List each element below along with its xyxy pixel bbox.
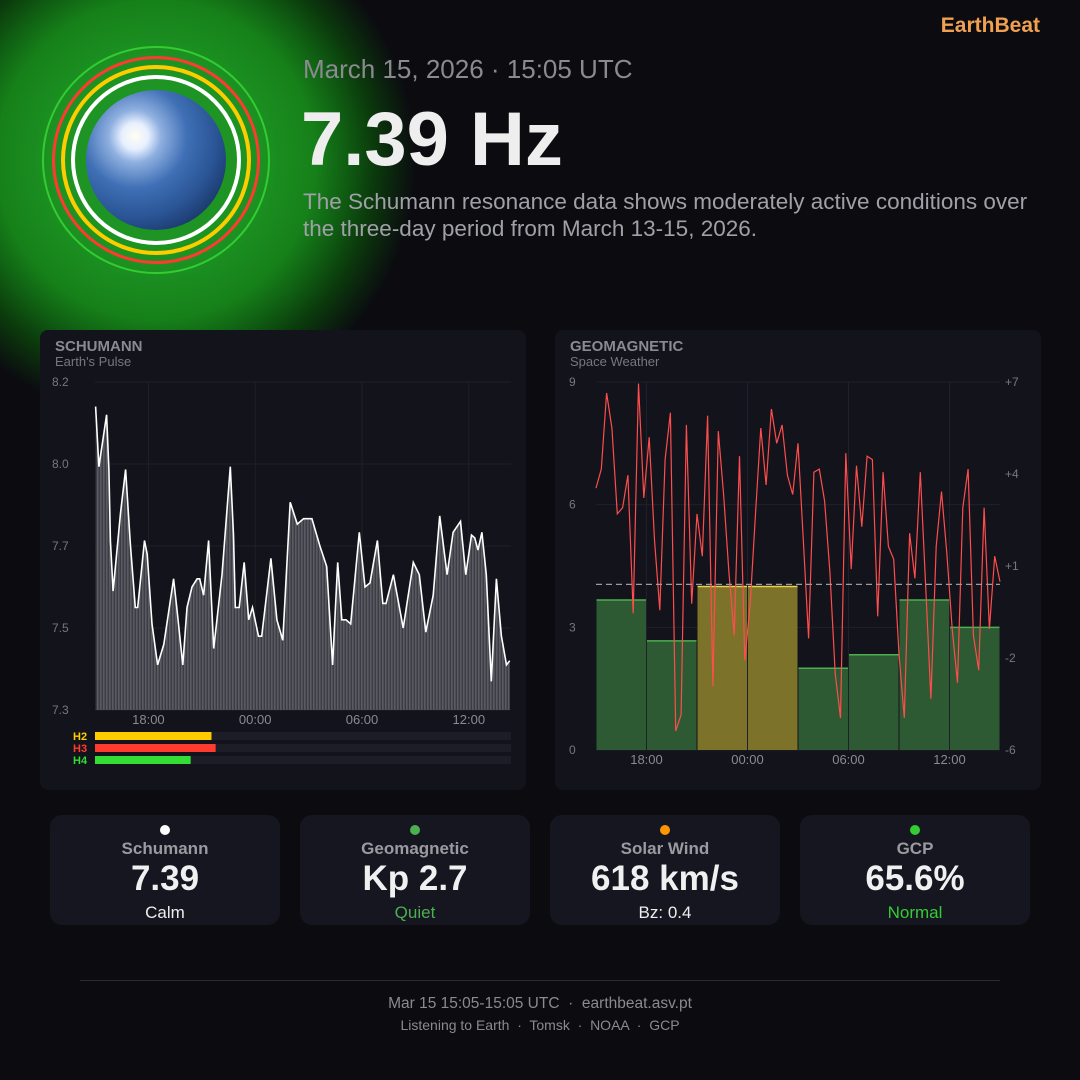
- kp-bar: [596, 599, 646, 750]
- y-tick-label: 7.5: [52, 621, 69, 635]
- card-status: Normal: [887, 903, 943, 922]
- left-tick-label: 0: [569, 743, 576, 757]
- card-value: 65.6%: [865, 859, 965, 898]
- harmonic-label-h3: H3: [73, 743, 87, 755]
- y-tick-label: 8.0: [52, 457, 69, 471]
- right-tick-label: +7: [1005, 375, 1019, 389]
- schumann-line: [94, 406, 511, 682]
- right-tick-label: -6: [1005, 743, 1016, 757]
- description: The Schumann resonance data shows modera…: [303, 189, 1028, 241]
- card-value: 7.39: [130, 859, 200, 898]
- ring-green: [42, 46, 270, 274]
- geomagnetic-chart: 0 3 6 9 -6 -2 +1 +4 +7 18:00 00:00 06:00 12:00: [569, 375, 1019, 767]
- harmonic-bar-h3: [95, 744, 216, 752]
- harmonic-track: [95, 732, 511, 740]
- stat-card-geomagnetic: Geomagnetic Kp 2.7 Quiet: [300, 815, 530, 925]
- panel-title: GEOMAGNETIC: [570, 338, 684, 355]
- card-label: Geomagnetic: [361, 839, 469, 858]
- right-tick-label: +1: [1005, 559, 1019, 573]
- card-status: Bz: 0.4: [638, 903, 692, 922]
- y-tick-label: 8.2: [52, 375, 69, 389]
- x-tick-label: 12:00: [453, 712, 486, 727]
- schumann-chart: 7.3 7.5 7.7 8.0 8.2 18:00 00:00 06:00 12:00 H2H3H…: [52, 375, 511, 767]
- bz-line: [595, 383, 1001, 732]
- ring-red: [52, 56, 260, 264]
- card-status: Calm: [145, 903, 185, 922]
- harmonic-label-h2: H2: [73, 731, 87, 743]
- status-dot-icon: [910, 825, 920, 835]
- card-status: Quiet: [394, 903, 436, 922]
- left-tick-label: 3: [569, 620, 576, 634]
- card-label: Solar Wind: [620, 839, 710, 858]
- kp-bar: [697, 586, 747, 750]
- harmonic-track: [95, 744, 511, 752]
- kp-bar: [748, 586, 798, 750]
- card-value: 618 km/s: [591, 859, 739, 898]
- x-tick-label: 18:00: [630, 752, 663, 767]
- status-dot-icon: [410, 825, 420, 835]
- panel-title: SCHUMANN: [55, 338, 143, 355]
- x-tick-label: 12:00: [933, 752, 966, 767]
- card-value: Kp 2.7: [362, 859, 468, 898]
- earth-globe-icon: [86, 90, 226, 230]
- x-tick-label: 06:00: [832, 752, 865, 767]
- kp-bar: [849, 654, 899, 750]
- footer-line2: Listening to Earth · Tomsk · NOAA · GCP: [400, 1017, 680, 1033]
- right-tick-label: +4: [1005, 467, 1019, 481]
- status-dot-icon: [660, 825, 670, 835]
- footer-divider: [80, 980, 1000, 981]
- schumann-area: [95, 406, 510, 710]
- card-label: Schumann: [121, 839, 209, 858]
- status-dot-icon: [160, 825, 170, 835]
- right-tick-label: -2: [1005, 651, 1016, 665]
- ring-yellow: [61, 65, 251, 255]
- harmonic-track: [95, 756, 511, 764]
- geomagnetic-panel: 0 3 6 9 -6 -2 +1 +4 +7 18:00 00:00 06:00 12:00 GEOMA…: [555, 330, 1041, 790]
- y-tick-label: 7.7: [52, 539, 69, 553]
- schumann-panel: 7.3 7.5 7.7 8.0 8.2 18:00 00:00 06:00 12:00 H2 H3 H…: [40, 330, 526, 790]
- x-tick-label: 18:00: [132, 712, 165, 727]
- ring-white: [71, 75, 241, 245]
- harmonic-bar-h2: [95, 732, 212, 740]
- stat-card-gcp: GCP 65.6% Normal: [800, 815, 1030, 925]
- kp-bar: [899, 599, 949, 750]
- brand-logo: EarthBeat: [940, 14, 1040, 37]
- stat-card-solar-wind: Solar Wind 618 km/s Bz: 0.4: [550, 815, 780, 925]
- harmonic-bar-h4: [95, 756, 191, 764]
- panel-subtitle: Earth's Pulse: [55, 354, 132, 369]
- footer-line1: Mar 15 15:05-15:05 UTC · earthbeat.asv.p…: [388, 995, 692, 1012]
- datetime: March 15, 2026 · 15:05 UTC: [303, 54, 633, 84]
- harmonic-label-h4: H4: [73, 755, 88, 767]
- kp-bar: [647, 640, 697, 750]
- panel-subtitle: Space Weather: [570, 354, 660, 369]
- y-tick-label: 7.3: [52, 703, 69, 717]
- x-tick-label: 06:00: [346, 712, 379, 727]
- frequency-value: 7.39 Hz: [301, 97, 563, 182]
- x-tick-label: 00:00: [239, 712, 272, 727]
- x-tick-label: 00:00: [731, 752, 764, 767]
- left-tick-label: 9: [569, 375, 576, 389]
- card-label: GCP: [896, 839, 934, 858]
- left-tick-label: 6: [569, 498, 576, 512]
- stat-card-schumann: Schumann 7.39 Calm: [50, 815, 280, 925]
